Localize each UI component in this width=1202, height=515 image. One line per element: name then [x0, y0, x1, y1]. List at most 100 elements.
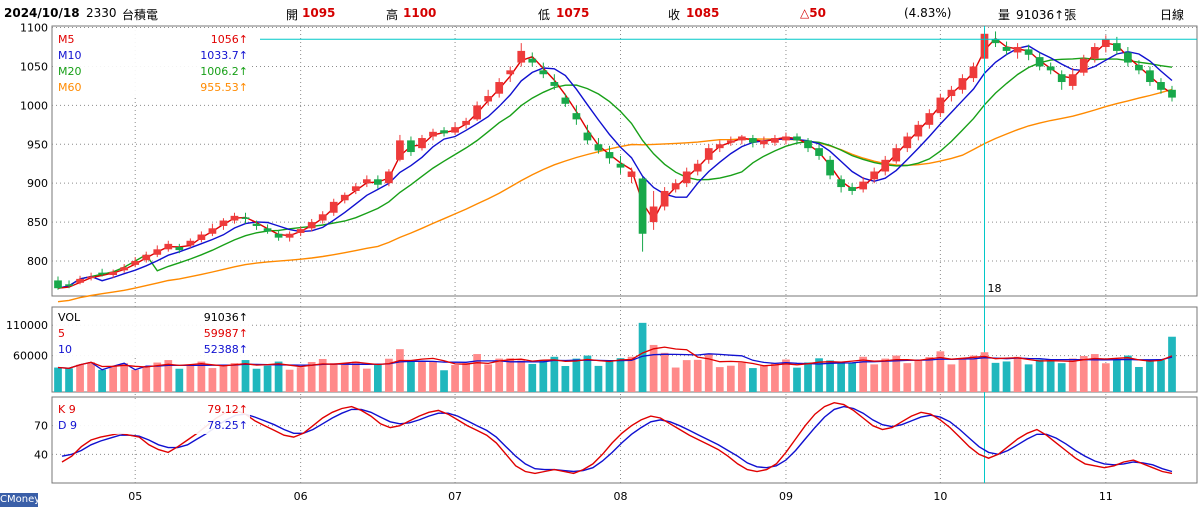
candle-body	[1024, 49, 1033, 55]
candle-body	[164, 243, 173, 250]
candle-body	[219, 220, 228, 226]
candle-body	[76, 278, 84, 283]
candle-body	[473, 105, 481, 120]
volume-bar	[252, 368, 261, 392]
price-tick-label: 800	[27, 255, 48, 268]
candle-body	[815, 148, 823, 156]
volume-bar	[726, 365, 735, 392]
candle-body	[142, 254, 151, 261]
volume-bar	[627, 356, 636, 392]
price-tick-label: 850	[27, 216, 48, 229]
volume-bar	[771, 363, 779, 392]
volume-bar	[1146, 360, 1154, 392]
volume-bar	[947, 364, 956, 392]
volume-bar	[65, 368, 73, 392]
legend-ma-name: M5	[58, 33, 75, 46]
quote-header: 2024/10/18 2330 台積電 開 1095 高 1100 低 1075…	[0, 0, 1202, 26]
candle-body	[274, 233, 283, 238]
candle-body	[1135, 64, 1143, 71]
candle-body	[1112, 43, 1121, 51]
price-tick-label: 950	[27, 138, 48, 151]
candle-body	[396, 140, 404, 160]
candle-body	[374, 179, 382, 185]
volume-bar	[1002, 361, 1011, 392]
period-label[interactable]: 日線	[1160, 8, 1185, 22]
candle-body	[682, 171, 691, 184]
candle-body	[307, 222, 316, 229]
volume-bar	[131, 369, 140, 392]
candle-body	[1035, 57, 1044, 67]
volume-bar	[848, 362, 856, 392]
volume-bar	[506, 358, 515, 392]
candle-body	[1124, 52, 1132, 63]
candle-body	[506, 70, 515, 75]
volume-bar	[1035, 359, 1044, 392]
candle-body	[715, 144, 724, 149]
volume-bar	[473, 354, 481, 392]
low-value: 1075	[556, 6, 590, 20]
candle-body	[120, 267, 129, 271]
volume-bar	[351, 361, 360, 392]
candle-body	[517, 50, 526, 63]
legend-volume-value: 59987↑	[204, 327, 248, 340]
candle-body	[87, 276, 95, 279]
candle-body	[914, 124, 923, 137]
candle-body	[131, 260, 140, 265]
legend-kd-value: 79.12↑	[207, 403, 248, 416]
volume-bar	[418, 361, 426, 392]
volume-bar	[583, 355, 592, 392]
volume-bar	[362, 368, 371, 392]
volume-bar	[572, 358, 581, 392]
volume-bar	[539, 359, 548, 392]
ma20-line	[57, 57, 1173, 289]
volume-bar	[374, 364, 382, 392]
volume-bar	[120, 363, 129, 392]
candle-body	[1157, 82, 1165, 90]
candle-body	[737, 136, 746, 141]
candle-body	[947, 89, 956, 97]
volume-bar	[1135, 366, 1143, 392]
volume-bar	[550, 356, 559, 392]
candle-body	[1068, 74, 1077, 86]
volume-label: 量	[998, 8, 1011, 22]
candle-body	[583, 132, 592, 141]
candle-body	[804, 140, 812, 149]
candle-body	[1146, 70, 1154, 83]
candle-body	[848, 187, 856, 191]
volume-bar	[749, 368, 757, 392]
candle-body	[1002, 47, 1011, 51]
volume-bar	[1090, 354, 1099, 392]
kd-tick-label: 40	[34, 448, 48, 461]
ma10-line	[57, 45, 1173, 289]
volume-bar	[1068, 358, 1077, 392]
candle-body	[925, 113, 934, 125]
volume-bar	[429, 361, 437, 392]
candle-body	[1057, 74, 1066, 83]
volume-bar	[837, 361, 845, 392]
volume-bar	[1057, 363, 1066, 392]
price-legend-bg	[54, 30, 250, 96]
candle-body	[252, 223, 261, 226]
volume-bar	[396, 349, 404, 392]
candle-body	[837, 179, 845, 188]
candle-body	[318, 214, 327, 221]
candle-body	[550, 82, 559, 86]
crosshair-day-label: 18	[987, 282, 1001, 295]
candle-body	[671, 183, 680, 190]
volume-bar	[528, 363, 537, 392]
candle-body	[726, 140, 735, 143]
volume-bar	[296, 367, 305, 392]
volume-value: 91036↑張	[1016, 8, 1077, 22]
volume-bar	[903, 363, 912, 392]
stock-name: 台積電	[122, 8, 159, 22]
candle-body	[241, 217, 250, 219]
legend-ma-value: 1056↑	[211, 33, 248, 46]
month-label: 09	[779, 490, 793, 503]
candle-body	[495, 82, 504, 94]
candle-body	[528, 58, 537, 63]
candle-body	[605, 152, 614, 159]
candle-body	[749, 138, 757, 143]
candle-body	[1168, 89, 1176, 98]
volume-bar	[693, 359, 702, 392]
